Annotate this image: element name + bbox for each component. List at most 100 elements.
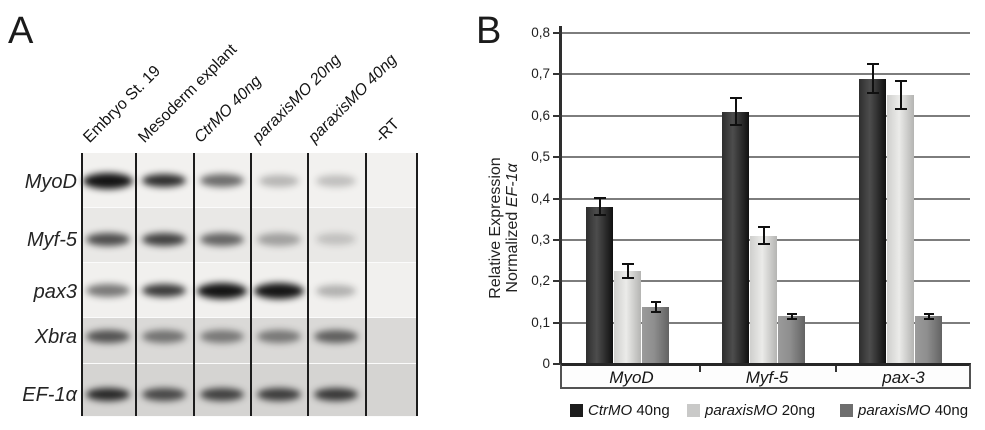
gel-band (256, 232, 301, 246)
y-tick-label: 0,7 (531, 66, 550, 82)
gel-band (196, 282, 247, 299)
lane-divider (193, 153, 195, 416)
error-bar-cap-top (729, 96, 742, 99)
error-bar-cap-top (894, 79, 907, 82)
x-category-label: MyoD (609, 368, 654, 387)
legend-label: paraxisMO 40ng (858, 402, 968, 419)
error-bar-stem (734, 97, 737, 126)
y-tick-mark (553, 363, 562, 365)
legend-series-name: CtrMO (588, 402, 633, 419)
error-bar-cap-bottom (757, 243, 770, 245)
x-category-label: pax-3 (882, 368, 925, 387)
y-tick-label: 0,1 (531, 314, 550, 330)
gel-band (142, 174, 186, 188)
error-bar-stem (654, 301, 657, 312)
gel-band (253, 282, 304, 299)
error-bar-cap-top (923, 312, 934, 315)
gel-band (316, 174, 356, 187)
error-bar-cap-bottom (786, 317, 797, 320)
gel-band (142, 284, 186, 298)
y-axis-line (559, 26, 562, 365)
gel-column-label: -RT (372, 115, 403, 147)
error-bar-cap-bottom (923, 317, 934, 320)
panel-b-label: B (476, 10, 502, 52)
error-bar-cap-top (621, 263, 634, 266)
error-bar-cap-bottom (894, 108, 907, 111)
bar-Myf-5-s3 (778, 316, 805, 364)
gel-band (256, 387, 301, 401)
y-tick-label: 0,4 (531, 190, 550, 206)
y-tick-label: 0,6 (531, 107, 550, 123)
y-tick-label: 0,3 (531, 231, 550, 247)
gel-row (81, 208, 418, 263)
gel-band (199, 387, 244, 401)
lane-divider (416, 153, 418, 416)
error-bar-stem (790, 313, 793, 319)
panel-a-label: A (8, 10, 34, 52)
legend-series-name: paraxisMO (705, 402, 778, 419)
gel-band (316, 233, 356, 246)
error-bar-cap-top (786, 312, 797, 315)
y-gridline (562, 114, 970, 117)
legend-label: paraxisMO 20ng (705, 402, 815, 419)
y-gridline (562, 197, 970, 200)
gel-band (86, 284, 130, 298)
gel-row (81, 364, 418, 417)
legend-swatch (840, 404, 853, 417)
gel-band (256, 330, 301, 344)
legend-series-dose: 40ng (632, 402, 670, 419)
x-category-label: Myf-5 (745, 368, 789, 387)
error-bar-cap-top (650, 300, 661, 303)
gel-row-label: Xbra (34, 326, 77, 348)
x-axis-category-box: MyoD Myf-5 pax-3 (560, 363, 971, 389)
gel-row-label: MyoD (24, 171, 77, 193)
y-gridline (562, 32, 970, 34)
error-bar-stem (899, 80, 902, 110)
gel-row (81, 263, 418, 318)
legend-label: CtrMO 40ng (588, 402, 670, 419)
lane-divider (81, 153, 83, 416)
gel-band (142, 387, 186, 401)
gel-band (199, 174, 244, 188)
error-bar-cap-top (866, 63, 879, 66)
lane-divider (250, 153, 252, 416)
gel-band (258, 174, 299, 187)
gel-band (199, 330, 244, 344)
legend-swatch (687, 404, 700, 417)
gel-column-label: Mesoderm explant (135, 41, 241, 147)
gel-row (81, 318, 418, 364)
gel-band (86, 232, 130, 246)
gel-image (81, 153, 418, 417)
error-bar-cap-top (757, 226, 770, 229)
bar-MyoD-s1 (586, 206, 613, 364)
bar-pax-3-s2 (887, 95, 914, 364)
error-bar-cap-top (593, 197, 606, 200)
error-bar-cap-bottom (621, 276, 634, 279)
category-separator-tick (699, 366, 701, 372)
lane-divider (135, 153, 137, 416)
y-gridline (562, 156, 970, 159)
legend-swatch (570, 404, 583, 417)
error-bar-stem (626, 264, 629, 278)
y-tick-mark (553, 32, 562, 34)
gel-row (81, 153, 418, 208)
lane-divider (307, 153, 309, 416)
legend-series-name: paraxisMO (858, 402, 931, 419)
bar-Myf-5-s1 (722, 111, 749, 364)
legend-series-dose: 40ng (930, 402, 969, 419)
bar-pax-3-s3 (915, 316, 942, 364)
y-tick-mark (553, 73, 562, 76)
gel-band (86, 330, 130, 344)
gel-band (142, 232, 186, 246)
error-bar-cap-bottom (729, 124, 742, 127)
y-tick-mark (553, 156, 562, 159)
y-tick-label: 0,8 (531, 25, 550, 40)
category-separator-tick (835, 366, 837, 372)
y-tick-mark (553, 197, 562, 200)
error-bar-stem (598, 198, 601, 216)
lane-divider (365, 153, 367, 416)
y-tick-mark (553, 238, 562, 241)
y-gridline (562, 73, 970, 76)
gel-row-label: pax3 (33, 281, 77, 303)
